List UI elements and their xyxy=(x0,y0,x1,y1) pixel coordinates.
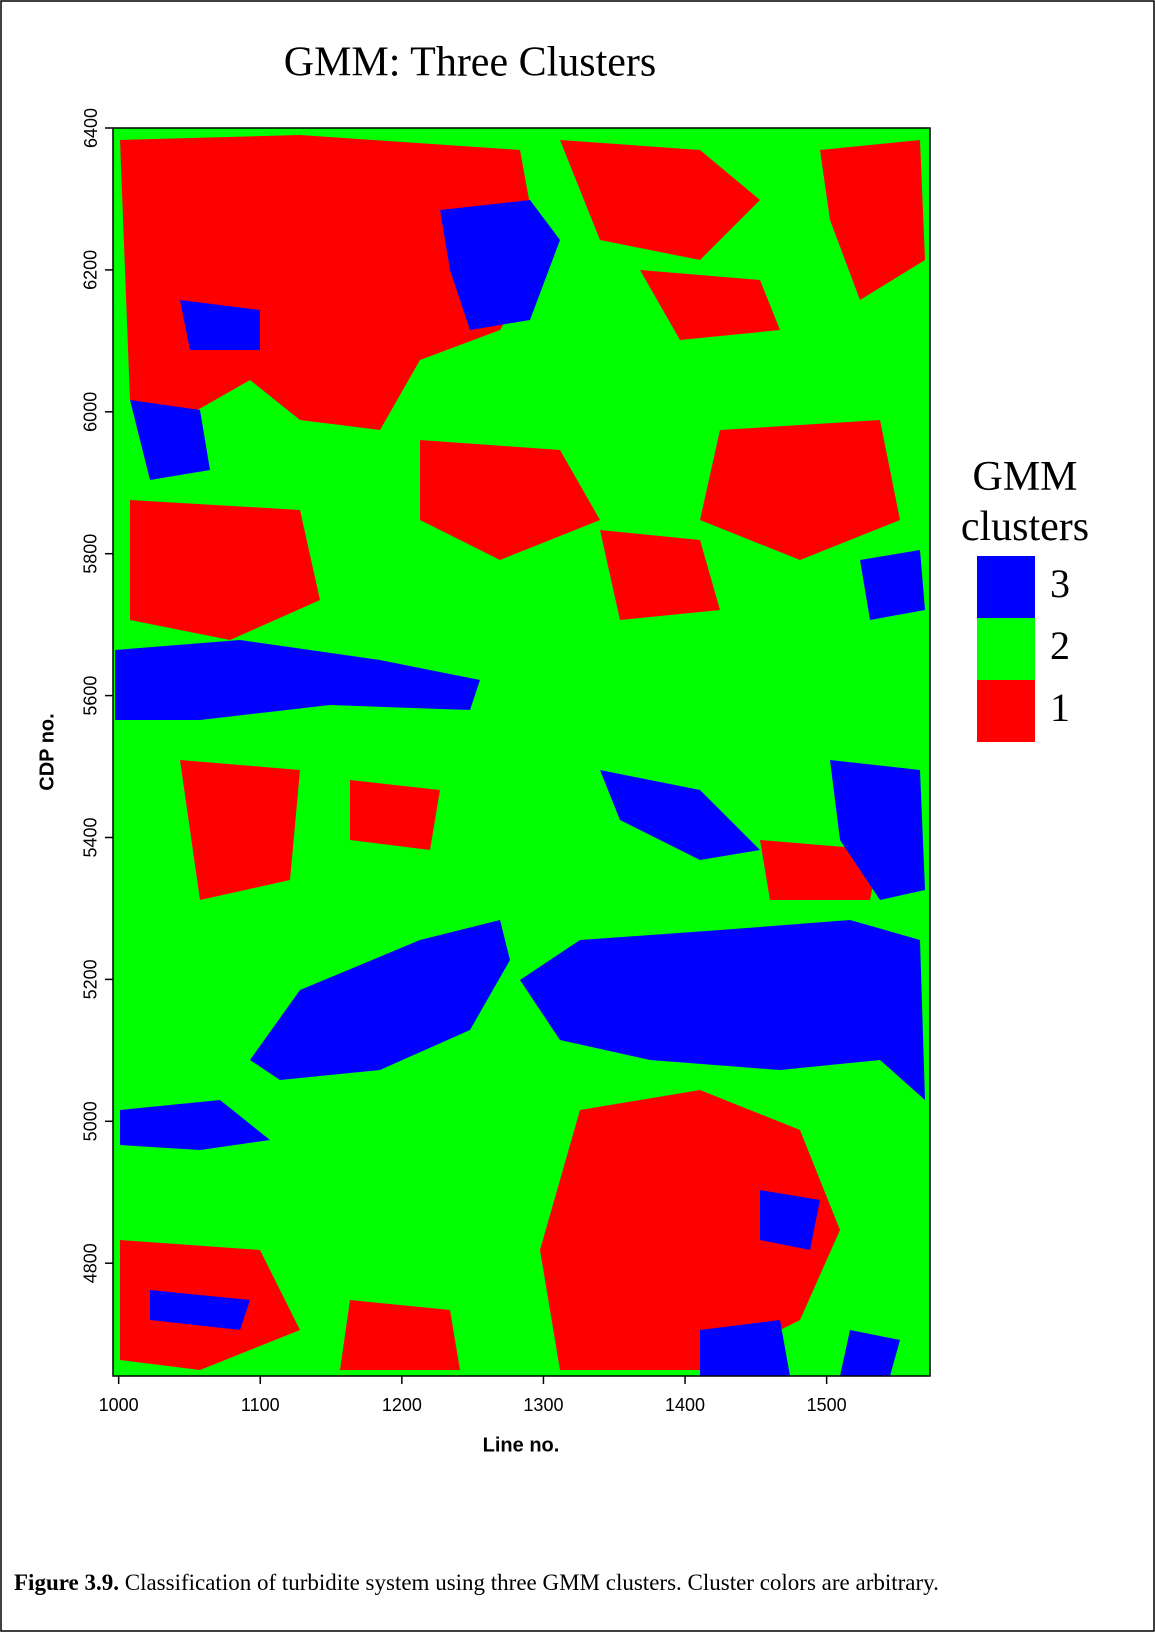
y-tick-label: 6200 xyxy=(81,250,101,290)
caption-text: Classification of turbidite system using… xyxy=(124,1570,939,1595)
plot-frame xyxy=(112,127,931,1377)
y-tick-label: 6000 xyxy=(81,392,101,432)
y-tick-label: 4800 xyxy=(81,1243,101,1283)
x-tick-label: 1000 xyxy=(99,1395,139,1415)
legend-swatch xyxy=(977,618,1035,680)
x-tick-label: 1300 xyxy=(523,1395,563,1415)
y-tick-label: 5000 xyxy=(81,1101,101,1141)
y-tick-label: 5600 xyxy=(81,676,101,716)
x-tick-label: 1100 xyxy=(241,1395,280,1415)
legend-title: GMM clusters xyxy=(960,454,1090,550)
legend-label: 3 xyxy=(1050,561,1070,606)
y-tick-label: 5800 xyxy=(81,534,101,574)
legend-swatch xyxy=(977,556,1035,618)
x-axis-label: Line no. xyxy=(483,1434,560,1456)
x-tick-label: 1200 xyxy=(382,1395,422,1415)
x-tick-label: 1400 xyxy=(665,1395,705,1415)
y-tick-label: 5400 xyxy=(81,817,101,857)
chart-title: GMM: Three Clusters xyxy=(284,40,657,86)
y-axis-label: CDP no. xyxy=(36,713,58,790)
caption: Figure 3.9. Classification of turbidite … xyxy=(14,1568,1134,1598)
caption-label: Figure 3.9. xyxy=(14,1570,119,1595)
legend-label: 1 xyxy=(1050,685,1070,730)
y-tick-label: 5200 xyxy=(81,959,101,999)
y-tick-label: 6400 xyxy=(81,108,101,148)
legend-label: 2 xyxy=(1050,623,1070,668)
cluster-map xyxy=(113,128,930,1376)
x-tick-label: 1500 xyxy=(807,1395,847,1415)
legend-swatch xyxy=(977,680,1035,742)
